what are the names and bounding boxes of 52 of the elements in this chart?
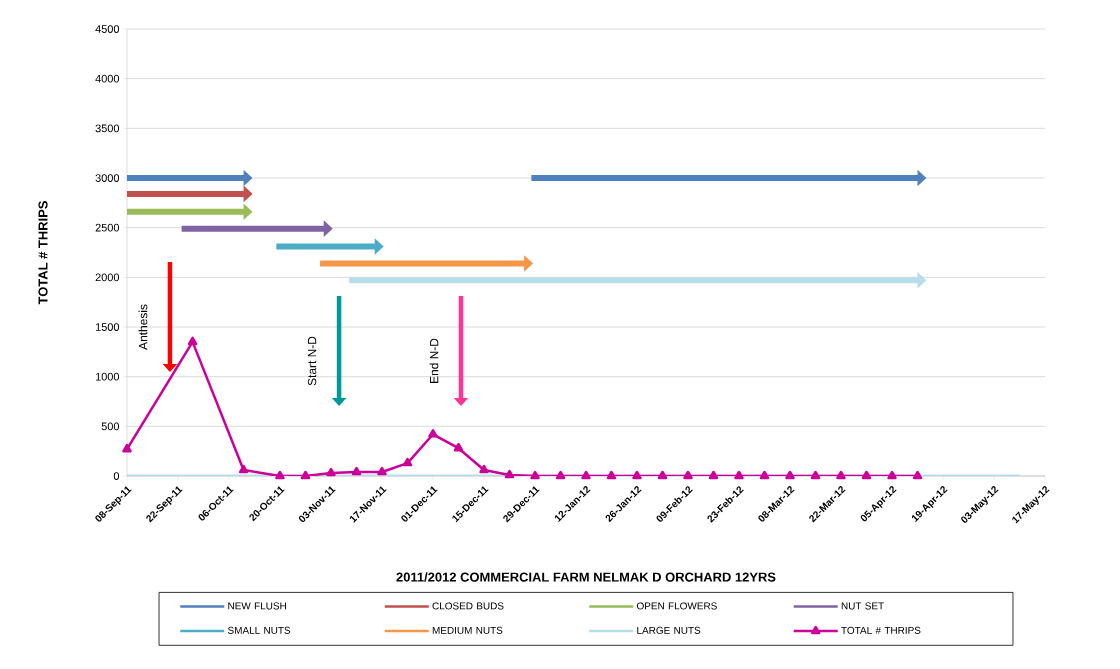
point	[377, 466, 387, 476]
y-tick-label: 0	[113, 472, 120, 480]
point	[836, 470, 846, 480]
point	[453, 442, 464, 452]
annotation: Anthesis	[138, 304, 148, 350]
y-tick-label: 2500	[95, 223, 120, 232]
legend-label: OPEN FLOWERS	[636, 602, 717, 610]
point	[351, 466, 362, 476]
point	[504, 469, 515, 479]
legend-label: NEW FLUSH	[228, 602, 286, 610]
y-tick-label: 4500	[95, 25, 120, 33]
point	[683, 470, 693, 480]
point	[275, 470, 285, 480]
annotation: Start N-D	[307, 336, 317, 386]
point	[122, 443, 132, 453]
point	[187, 336, 198, 346]
point	[785, 470, 795, 480]
point	[300, 470, 311, 480]
legend-label: NUT SET	[841, 602, 884, 610]
legend-label: SMALL NUTS	[227, 626, 291, 634]
point	[606, 470, 617, 480]
y-tick-label: 500	[101, 422, 120, 431]
point	[708, 470, 719, 480]
y-tick-label: 3000	[95, 174, 120, 182]
point	[734, 470, 744, 480]
y-tick-label: 4000	[95, 74, 120, 83]
point	[326, 467, 336, 477]
point	[402, 457, 413, 467]
point	[759, 470, 770, 480]
point	[632, 470, 642, 480]
annotation: End N-D	[429, 338, 439, 383]
legend-label: LARGE NUTS	[637, 626, 701, 634]
point	[887, 470, 897, 480]
legend-label: TOTAL # THRIPS	[841, 626, 921, 634]
legend-label: MEDIUM NUTS	[432, 626, 503, 634]
y-tick-label: 3500	[95, 124, 120, 133]
point	[555, 470, 566, 480]
legend-label: CLOSED BUDS	[432, 602, 504, 610]
y-axis-title: TOTAL # THRIPS	[38, 201, 48, 305]
point	[238, 464, 249, 474]
y-tick-label: 1000	[95, 372, 120, 381]
point	[479, 464, 489, 474]
point	[861, 470, 872, 480]
point	[657, 470, 668, 480]
point	[581, 470, 591, 480]
point	[428, 429, 438, 438]
point	[912, 470, 923, 480]
point	[810, 470, 821, 480]
x-axis-title: 2011/2012 COMMERCIAL FARM NELMAK D ORCHARD 12YRS	[396, 572, 776, 582]
y-tick-label: 1500	[95, 323, 120, 331]
point	[530, 470, 540, 480]
y-tick-label: 2000	[95, 273, 120, 282]
